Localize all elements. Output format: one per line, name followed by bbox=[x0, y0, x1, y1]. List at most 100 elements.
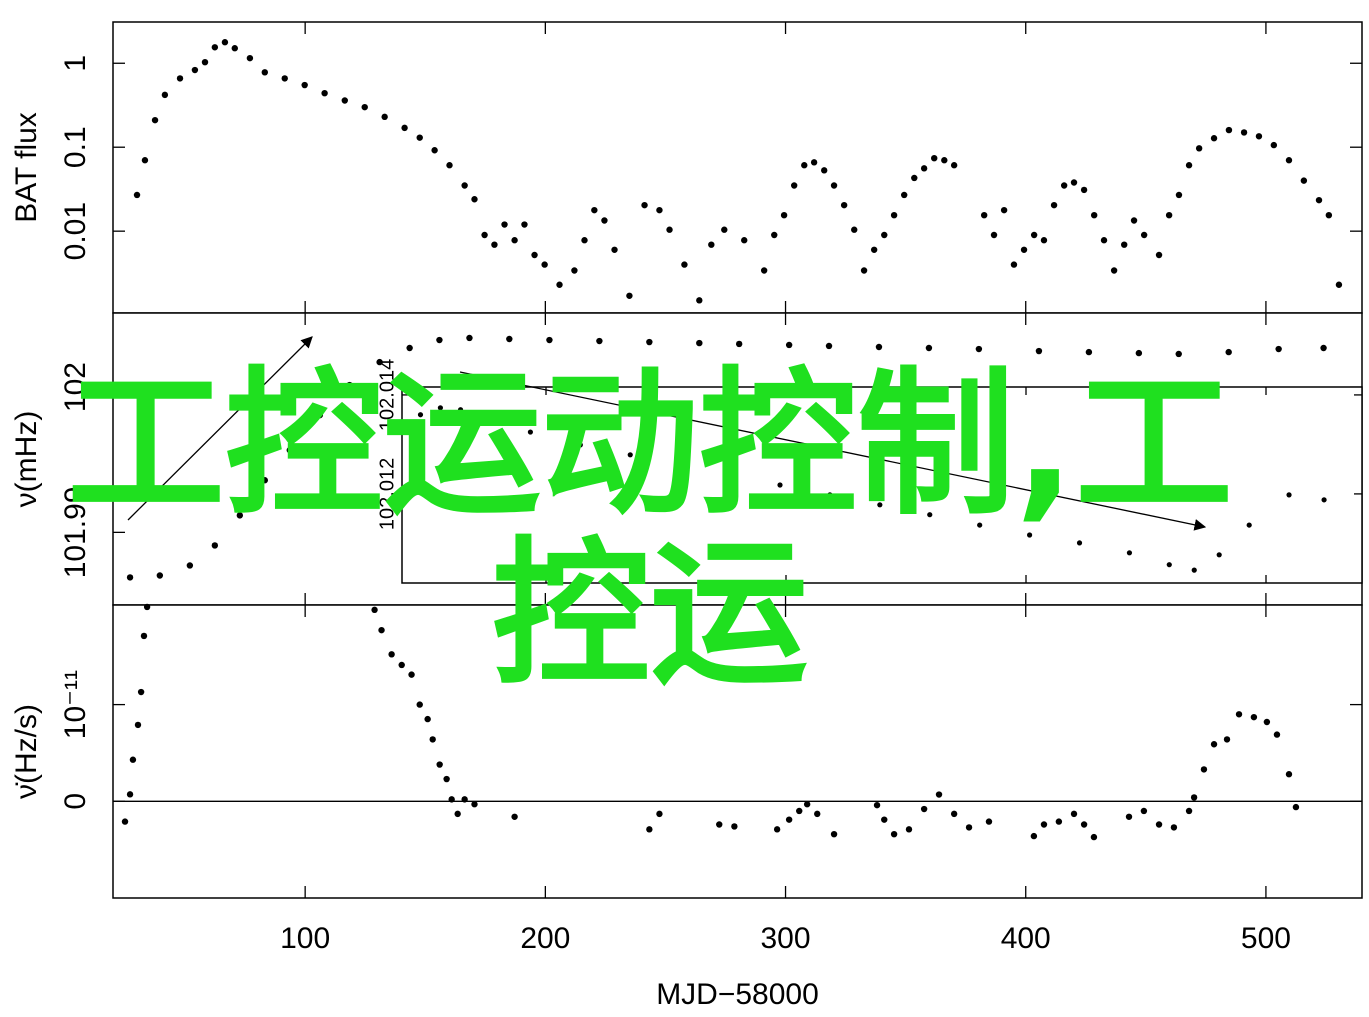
data-point bbox=[771, 231, 778, 239]
y-tick-label: 0 bbox=[59, 793, 92, 810]
data-point bbox=[810, 159, 818, 166]
data-point bbox=[1040, 237, 1048, 244]
data-point bbox=[803, 801, 811, 808]
y-tick-label: 1 bbox=[59, 55, 92, 72]
data-point bbox=[1216, 552, 1222, 558]
data-point bbox=[261, 477, 269, 484]
data-point bbox=[677, 462, 683, 468]
y-axis-label: ν(mHz) bbox=[10, 411, 43, 508]
data-point bbox=[321, 89, 328, 97]
data-point bbox=[491, 241, 498, 248]
data-point bbox=[814, 810, 821, 818]
data-point bbox=[920, 805, 928, 813]
data-point bbox=[140, 632, 148, 640]
data-point bbox=[546, 336, 553, 344]
data-point bbox=[790, 182, 798, 189]
data-point bbox=[191, 66, 199, 74]
data-point bbox=[121, 818, 129, 825]
data-point bbox=[381, 113, 388, 121]
data-point bbox=[1320, 344, 1327, 352]
y-tick-label: 102 bbox=[59, 362, 92, 412]
data-point bbox=[1292, 803, 1300, 811]
data-point bbox=[877, 502, 883, 508]
data-point bbox=[785, 341, 793, 349]
data-point bbox=[1110, 267, 1118, 274]
data-point bbox=[133, 191, 141, 199]
data-point bbox=[186, 562, 194, 569]
x-tick-label: 500 bbox=[1241, 922, 1291, 955]
data-point bbox=[1090, 211, 1098, 219]
data-point bbox=[1190, 794, 1198, 801]
data-point bbox=[780, 211, 788, 219]
data-point bbox=[950, 162, 958, 169]
data-point bbox=[481, 231, 488, 239]
data-point bbox=[151, 116, 159, 124]
data-point bbox=[461, 182, 468, 189]
data-point bbox=[541, 261, 548, 268]
data-point bbox=[716, 821, 723, 828]
data-point bbox=[1335, 281, 1343, 288]
data-point bbox=[851, 226, 858, 233]
data-point bbox=[985, 818, 993, 825]
data-point bbox=[1286, 492, 1292, 498]
data-point bbox=[521, 221, 528, 228]
data-point bbox=[873, 801, 881, 809]
data-point bbox=[141, 157, 149, 164]
data-point bbox=[696, 297, 703, 304]
data-point bbox=[341, 97, 348, 104]
data-point bbox=[796, 807, 803, 815]
data-point bbox=[1200, 766, 1208, 773]
data-point bbox=[416, 134, 423, 141]
data-point bbox=[1027, 532, 1033, 538]
data-point bbox=[454, 810, 461, 818]
data-point bbox=[1125, 813, 1133, 820]
data-point bbox=[429, 736, 436, 743]
data-point bbox=[1273, 731, 1281, 738]
data-point bbox=[773, 826, 781, 833]
data-point bbox=[825, 342, 833, 350]
data-point bbox=[134, 721, 142, 729]
data-point bbox=[666, 226, 673, 233]
data-point bbox=[1255, 133, 1263, 140]
y-tick-label: 10⁻¹¹ bbox=[59, 670, 92, 739]
data-point bbox=[431, 147, 438, 154]
data-point bbox=[626, 292, 633, 299]
data-point bbox=[506, 335, 513, 343]
data-point bbox=[137, 688, 145, 696]
data-point bbox=[1235, 711, 1243, 718]
data-point bbox=[571, 267, 578, 274]
data-point bbox=[696, 339, 703, 347]
data-point bbox=[231, 45, 238, 52]
data-point bbox=[436, 761, 443, 768]
data-point bbox=[1166, 562, 1172, 568]
data-point bbox=[1070, 179, 1078, 186]
data-point bbox=[646, 338, 653, 346]
data-point bbox=[641, 201, 648, 209]
data-point bbox=[1010, 261, 1018, 268]
data-point bbox=[870, 246, 878, 253]
data-point bbox=[950, 810, 958, 818]
data-point bbox=[1070, 810, 1078, 818]
data-point bbox=[221, 39, 229, 46]
data-point bbox=[760, 267, 768, 274]
data-point bbox=[777, 482, 783, 488]
data-point bbox=[1270, 141, 1278, 149]
data-point bbox=[399, 427, 406, 433]
data-point bbox=[361, 103, 368, 111]
panel-frame bbox=[112, 21, 1363, 314]
data-point bbox=[1250, 713, 1258, 721]
data-point bbox=[1170, 824, 1178, 831]
x-tick-label: 300 bbox=[761, 922, 811, 955]
data-point bbox=[378, 626, 385, 634]
data-point bbox=[1285, 157, 1293, 164]
data-point bbox=[531, 251, 538, 259]
data-point bbox=[471, 801, 478, 808]
data-point bbox=[1080, 186, 1088, 194]
data-point bbox=[735, 340, 743, 348]
data-point bbox=[126, 791, 134, 798]
data-point bbox=[424, 715, 431, 723]
data-point bbox=[448, 796, 455, 803]
data-point bbox=[129, 756, 137, 763]
